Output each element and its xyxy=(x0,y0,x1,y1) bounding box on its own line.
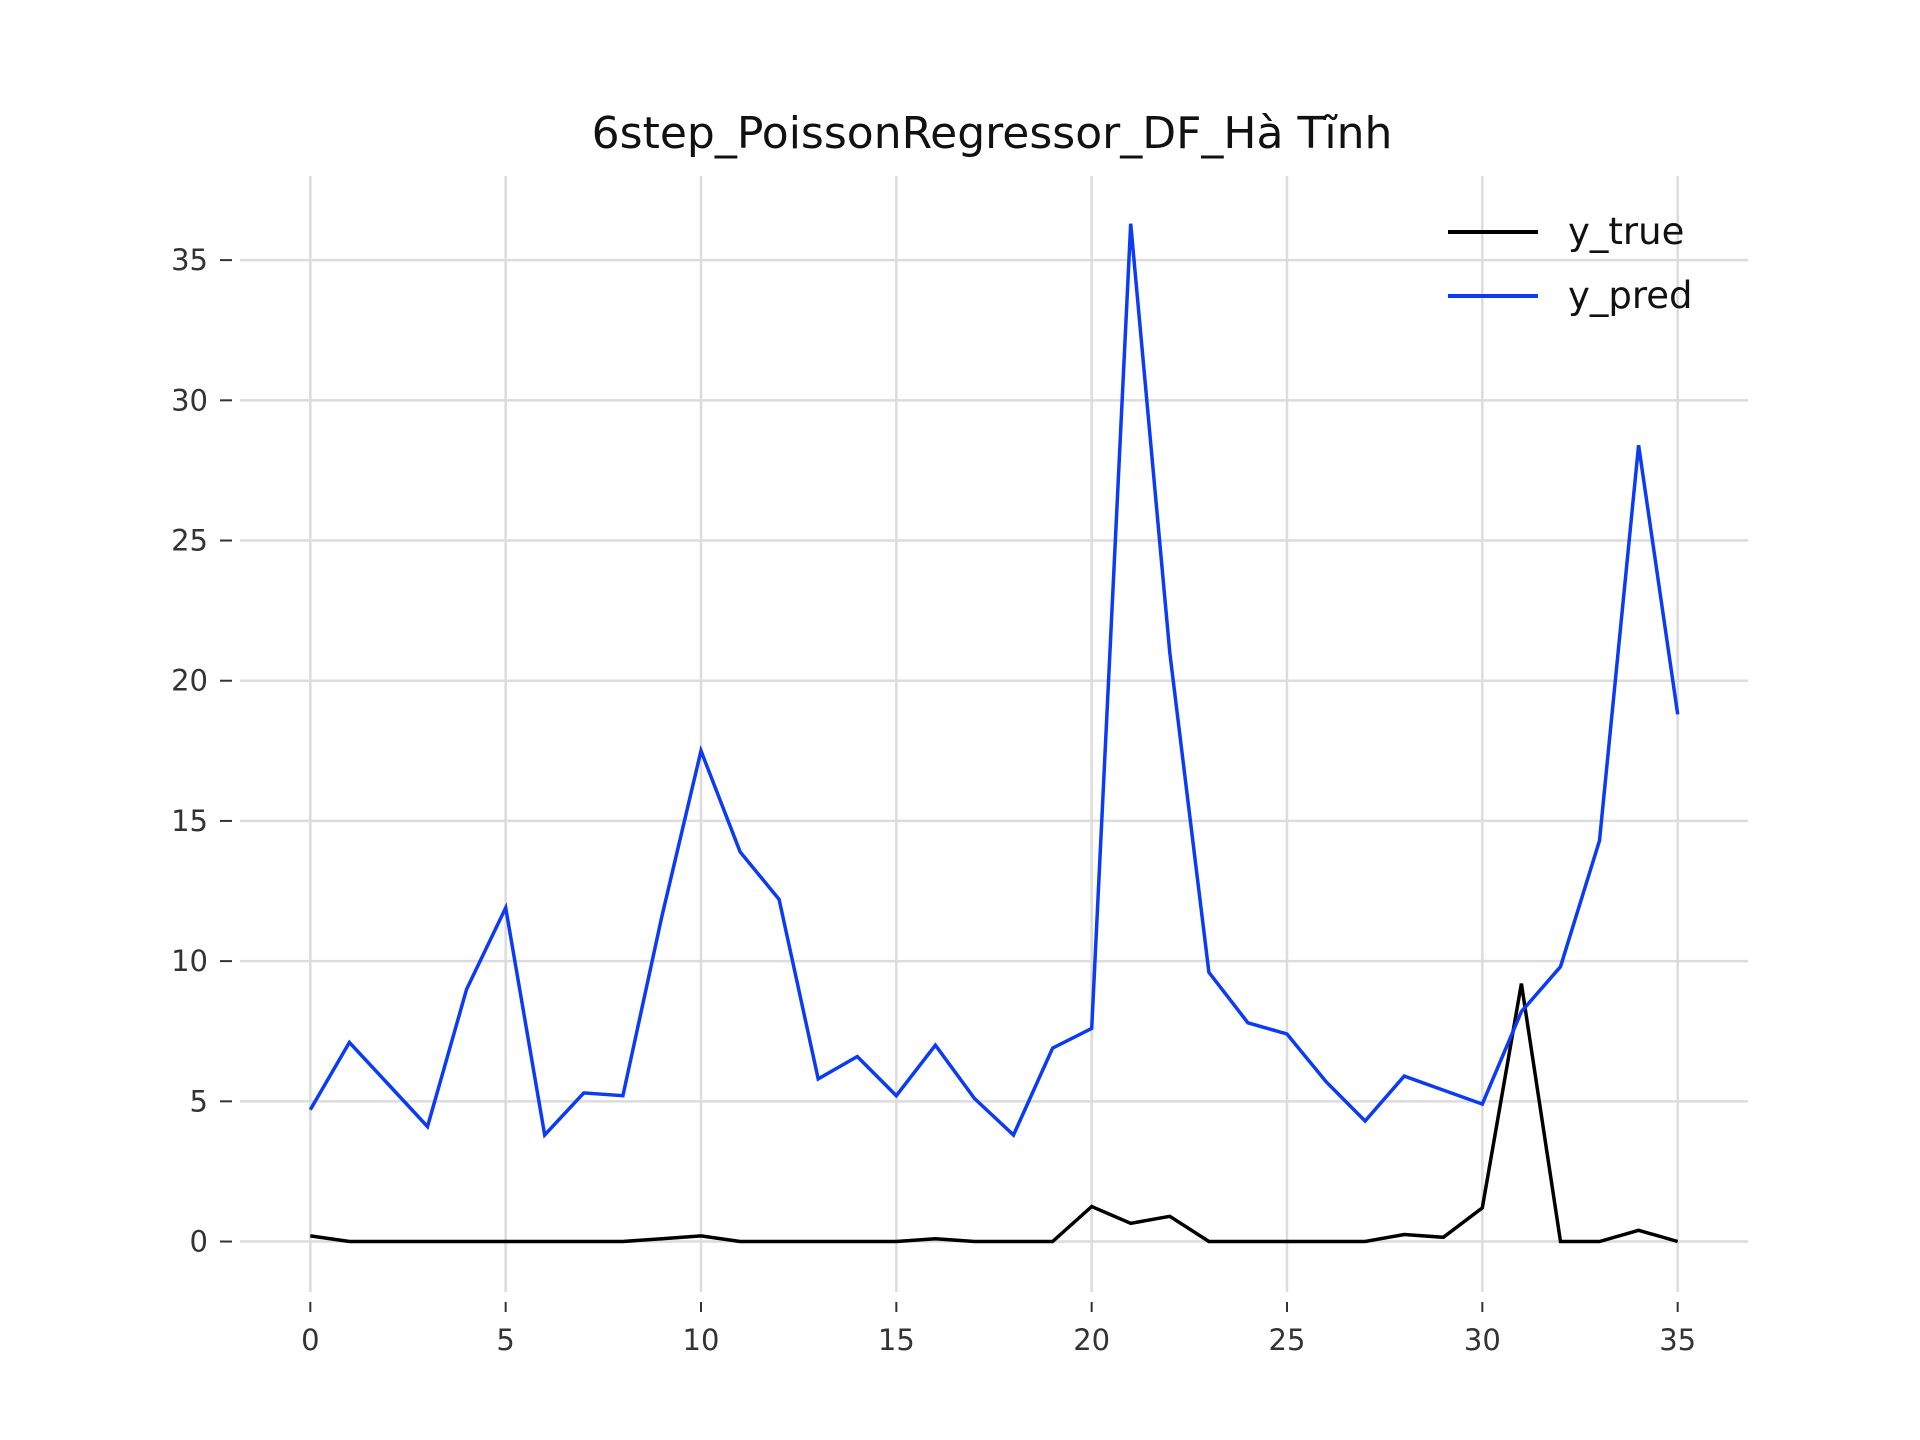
y-tick-label-10: 10 xyxy=(171,944,208,978)
x-tick-label-35: 35 xyxy=(1659,1323,1696,1357)
y-tick-label-25: 25 xyxy=(171,524,208,558)
series-line-y-true xyxy=(310,983,1679,1244)
y-tick-label-35: 35 xyxy=(171,243,208,277)
y-tick-label-5: 5 xyxy=(190,1084,208,1118)
y-tick-label-30: 30 xyxy=(171,383,208,417)
x-tick-label-30: 30 xyxy=(1464,1323,1501,1357)
series-line-y-pred xyxy=(308,223,1680,1139)
x-tick-label-15: 15 xyxy=(878,1323,915,1357)
y-tick-label-20: 20 xyxy=(171,664,208,698)
legend: y_true y_pred xyxy=(1448,210,1693,317)
axis-ticks: 0 5 10 15 20 25 30 35 0 5 10 15 20 25 30 35 xyxy=(171,243,1696,1357)
x-tick-label-0: 0 xyxy=(301,1323,319,1357)
x-tick-label-5: 5 xyxy=(496,1323,514,1357)
legend-label-y-true: y_true xyxy=(1568,210,1684,253)
x-tick-label-20: 20 xyxy=(1073,1323,1110,1357)
series-lines xyxy=(308,223,1680,1244)
chart-title: 6step_PoissonRegressor_DF_Hà Tĩnh xyxy=(592,108,1393,159)
legend-label-y-pred: y_pred xyxy=(1568,274,1693,317)
grid xyxy=(240,176,1748,1292)
y-tick-label-15: 15 xyxy=(171,804,208,838)
x-tick-label-25: 25 xyxy=(1269,1323,1306,1357)
y-tick-label-0: 0 xyxy=(190,1225,208,1259)
x-tick-label-10: 10 xyxy=(683,1323,720,1357)
